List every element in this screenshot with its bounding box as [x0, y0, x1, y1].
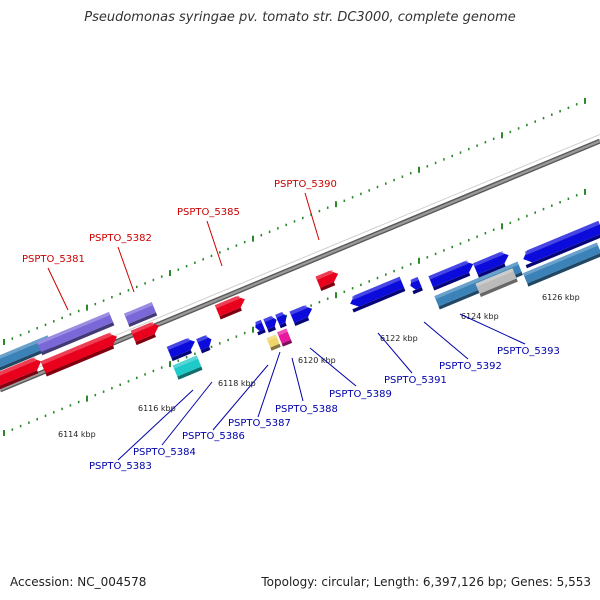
leader-line [304, 192, 320, 241]
scale-label: 6114 kbp [58, 430, 96, 439]
gene-blue-5392[interactable] [428, 260, 474, 291]
gene-label-bottom[interactable]: PSPTO_5387 [228, 418, 291, 429]
leader-line [161, 381, 213, 446]
gene-label-bottom[interactable]: PSPTO_5392 [439, 361, 502, 372]
accession: Accession: NC_004578 [10, 575, 147, 589]
gene-red-left[interactable] [0, 357, 42, 390]
upper-scale-track [3, 97, 586, 345]
gene-blue-5393[interactable] [473, 251, 509, 278]
scale-ticks [3, 97, 586, 436]
scale-label: 6118 kbp [218, 379, 256, 388]
gene-blue-5384[interactable] [166, 337, 195, 362]
gene-pink-5388[interactable] [277, 328, 293, 347]
leader-line [206, 220, 223, 267]
gene-blue-5391[interactable] [350, 276, 406, 313]
gene-purple-5382[interactable] [124, 302, 158, 328]
gene-blue-5387a[interactable] [263, 315, 277, 333]
leader-line [117, 246, 135, 293]
leader-line [309, 347, 357, 387]
gene-cyan-5383[interactable] [172, 355, 203, 380]
leader-line [291, 357, 304, 402]
labels: 6114 kbp 6116 kbp 6118 kbp 6120 kbp 6122 kbp… [22, 179, 580, 472]
gene-label-top[interactable]: PSPTO_5382 [89, 233, 152, 244]
gene-red-5381[interactable] [40, 332, 117, 377]
gene-label-bottom[interactable]: PSPTO_5386 [182, 431, 245, 442]
gene-yellow-5388[interactable] [266, 334, 281, 351]
gene-red-5385[interactable] [214, 295, 245, 320]
genes [0, 220, 600, 390]
gene-blue-5387b[interactable] [275, 311, 287, 329]
gene-label-bottom[interactable]: PSPTO_5391 [384, 375, 447, 386]
gene-red-5390[interactable] [315, 269, 339, 291]
leader-line [212, 364, 269, 431]
leader-line [377, 332, 413, 374]
genome-title: Pseudomonas syringae pv. tomato str. DC3… [84, 10, 516, 25]
gene-red-5382[interactable] [130, 321, 159, 346]
scale-label: 6120 kbp [298, 356, 336, 365]
scale-label: 6126 kbp [542, 293, 580, 302]
leader-line [47, 267, 69, 311]
gene-blue-5386[interactable] [254, 319, 266, 336]
leader-line [257, 351, 281, 418]
gene-blue-5391b[interactable] [410, 277, 423, 295]
lower-scale-track [3, 188, 586, 436]
gene-label-top[interactable]: PSPTO_5390 [274, 179, 337, 190]
gene-purple-5381[interactable] [36, 311, 115, 356]
gene-label-bottom[interactable]: PSPTO_5384 [133, 447, 196, 458]
scale-label: 6124 kbp [461, 312, 499, 321]
genome-summary: Topology: circular; Length: 6,397,126 bp… [261, 575, 591, 589]
leader-line [423, 321, 469, 360]
gene-blue-5389[interactable] [289, 304, 313, 326]
gene-band-far-teal[interactable] [522, 242, 600, 287]
gene-band-right-grey[interactable] [475, 268, 518, 297]
gene-label-bottom[interactable]: PSPTO_5389 [329, 389, 392, 400]
gene-label-bottom[interactable]: PSPTO_5393 [497, 346, 560, 357]
leader-line [459, 313, 526, 345]
gene-blue-5384b[interactable] [196, 334, 212, 354]
gene-blue-far[interactable] [523, 220, 600, 269]
gene-label-bottom[interactable]: PSPTO_5383 [89, 461, 152, 472]
gene-label-top[interactable]: PSPTO_5385 [177, 207, 240, 218]
leader-line [117, 389, 194, 461]
gene-label-top[interactable]: PSPTO_5381 [22, 254, 85, 265]
scale-label: 6116 kbp [138, 404, 176, 413]
scale-label: 6122 kbp [380, 334, 418, 343]
gene-label-bottom[interactable]: PSPTO_5388 [275, 404, 338, 415]
